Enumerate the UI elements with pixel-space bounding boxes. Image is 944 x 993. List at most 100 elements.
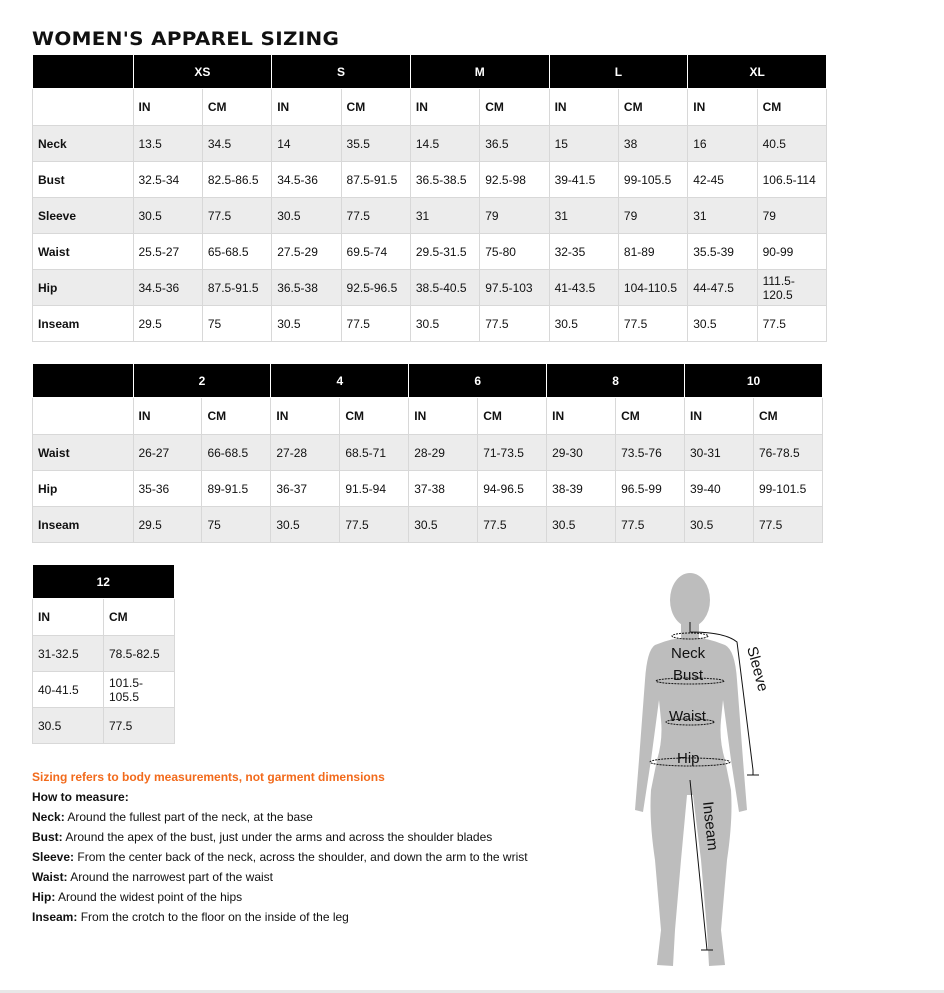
body-measurement-figure: Neck Bust Waist Hip Sleeve Inseam (635, 573, 771, 966)
unit-header-row: IN CM IN CM IN CM IN CM IN CM (32, 397, 824, 435)
value-cell: 75 (201, 506, 272, 543)
value-cell: 30.5 (548, 305, 619, 342)
value-cell: 30.5 (132, 197, 203, 234)
value-cell: 14.5 (409, 125, 481, 162)
value-cell: 16 (687, 125, 758, 162)
value-cell: 94-96.5 (477, 470, 548, 507)
size-header: 8 (546, 364, 685, 398)
unit-header: CM (756, 88, 828, 126)
unit-header: IN (548, 88, 619, 126)
numeric-size-table: 2 4 6 8 10 IN CM IN CM IN CM IN CM IN CM Waist 26-27 66-6… (32, 364, 824, 543)
value-cell: 79 (617, 197, 689, 234)
how-to-heading: How to measure: (32, 790, 129, 804)
value-cell: 35.5 (340, 125, 411, 162)
value-cell: 25.5-27 (132, 233, 203, 270)
value-cell: 14 (271, 125, 342, 162)
unit-header: IN (271, 88, 342, 126)
value-cell: 28-29 (408, 434, 479, 471)
row-label: Hip (32, 269, 134, 306)
value-cell: 89-91.5 (201, 470, 272, 507)
row-label: Waist (32, 233, 134, 270)
table-row: Inseam 29.5 75 30.5 77.5 30.5 77.5 30.5 77.5 30.5… (32, 506, 824, 543)
unit-header-row: IN CM (32, 598, 175, 636)
note-bust: Bust: Around the apex of the bust, just … (32, 830, 493, 844)
value-cell: 29.5 (132, 305, 203, 342)
unit-header: IN (687, 88, 758, 126)
value-cell: 26-27 (132, 434, 203, 471)
value-cell: 29.5-31.5 (409, 233, 481, 270)
value-cell: 77.5 (617, 305, 689, 342)
value-cell: 65-68.5 (201, 233, 273, 270)
value-cell: 31 (548, 197, 619, 234)
size-12-table: 12 IN CM 31-32.5 78.5-82.5 40-41.5 101.5-105.5… (32, 565, 175, 744)
value-cell: 30.5 (32, 707, 104, 744)
disclaimer: Sizing refers to body measurements, not … (32, 770, 385, 784)
value-cell: 75-80 (479, 233, 550, 270)
value-cell: 31-32.5 (32, 635, 104, 672)
table-row: Neck 13.5 34.5 14 35.5 14.5 36.5 15 38 16 40.5 (32, 125, 828, 162)
unit-header: CM (201, 397, 272, 435)
value-cell: 87.5-91.5 (201, 269, 273, 306)
value-cell: 42-45 (687, 161, 758, 198)
value-cell: 30.5 (684, 506, 754, 543)
unit-header: CM (339, 397, 410, 435)
value-cell: 34.5-36 (271, 161, 342, 198)
unit-header: CM (103, 598, 175, 636)
value-cell: 32-35 (548, 233, 619, 270)
size-header: 10 (684, 364, 823, 398)
value-cell: 99-101.5 (752, 470, 824, 507)
table-row: Hip 34.5-36 87.5-91.5 36.5-38 92.5-96.5 38.5-… (32, 269, 828, 306)
unit-header: CM (477, 397, 548, 435)
value-cell: 38 (617, 125, 689, 162)
unit-header: IN (132, 88, 203, 126)
value-cell: 77.5 (340, 305, 411, 342)
value-cell: 99-105.5 (617, 161, 689, 198)
value-cell: 31 (409, 197, 481, 234)
value-cell: 104-110.5 (617, 269, 689, 306)
value-cell: 92.5-98 (479, 161, 550, 198)
value-cell: 111.5-120.5 (756, 269, 828, 306)
value-cell: 41-43.5 (548, 269, 619, 306)
value-cell: 96.5-99 (615, 470, 685, 507)
figure-label-inseam: Inseam (699, 801, 721, 852)
unit-header: CM (479, 88, 550, 126)
size-header: 2 (132, 364, 272, 398)
unit-header: IN (546, 397, 617, 435)
unit-header: IN (684, 397, 754, 435)
corner-cell (32, 364, 134, 398)
value-cell: 75 (201, 305, 273, 342)
row-label: Bust (32, 161, 134, 198)
value-cell: 77.5 (201, 197, 273, 234)
value-cell: 29.5 (132, 506, 203, 543)
value-cell: 77.5 (615, 506, 685, 543)
value-cell: 30.5 (408, 506, 479, 543)
size-header: L (548, 55, 689, 89)
value-cell: 73.5-76 (615, 434, 685, 471)
size-header-row: 2 4 6 8 10 (32, 364, 823, 398)
value-cell: 36.5 (479, 125, 550, 162)
note-inseam: Inseam: From the crotch to the floor on … (32, 910, 349, 924)
value-cell: 30-31 (684, 434, 754, 471)
value-cell: 30.5 (271, 305, 342, 342)
table-row: 30.5 77.5 (32, 707, 175, 744)
size-header-row: 12 (32, 565, 175, 599)
unit-header: IN (408, 397, 479, 435)
table-row: Waist 26-27 66-68.5 27-28 68.5-71 28-29 71-73.… (32, 434, 824, 471)
unit-header: CM (752, 397, 824, 435)
row-label: Hip (32, 470, 134, 507)
value-cell: 39-41.5 (548, 161, 619, 198)
figure-label-bust: Bust (673, 667, 704, 684)
table-row: Hip 35-36 89-91.5 36-37 91.5-94 37-38 94-96.5 3… (32, 470, 824, 507)
note-sleeve: Sleeve: From the center back of the neck… (32, 850, 528, 864)
value-cell: 101.5-105.5 (103, 671, 175, 708)
note-hip: Hip: Around the widest point of the hips (32, 890, 243, 904)
value-cell: 82.5-86.5 (201, 161, 273, 198)
row-label: Waist (32, 434, 134, 471)
value-cell: 27-28 (270, 434, 341, 471)
row-label: Inseam (32, 305, 134, 342)
value-cell: 30.5 (270, 506, 341, 543)
inseam-line (689, 779, 708, 951)
unit-header: CM (201, 88, 273, 126)
unit-header-row: IN CM IN CM IN CM IN CM IN CM (32, 88, 828, 126)
size-header: 6 (408, 364, 548, 398)
